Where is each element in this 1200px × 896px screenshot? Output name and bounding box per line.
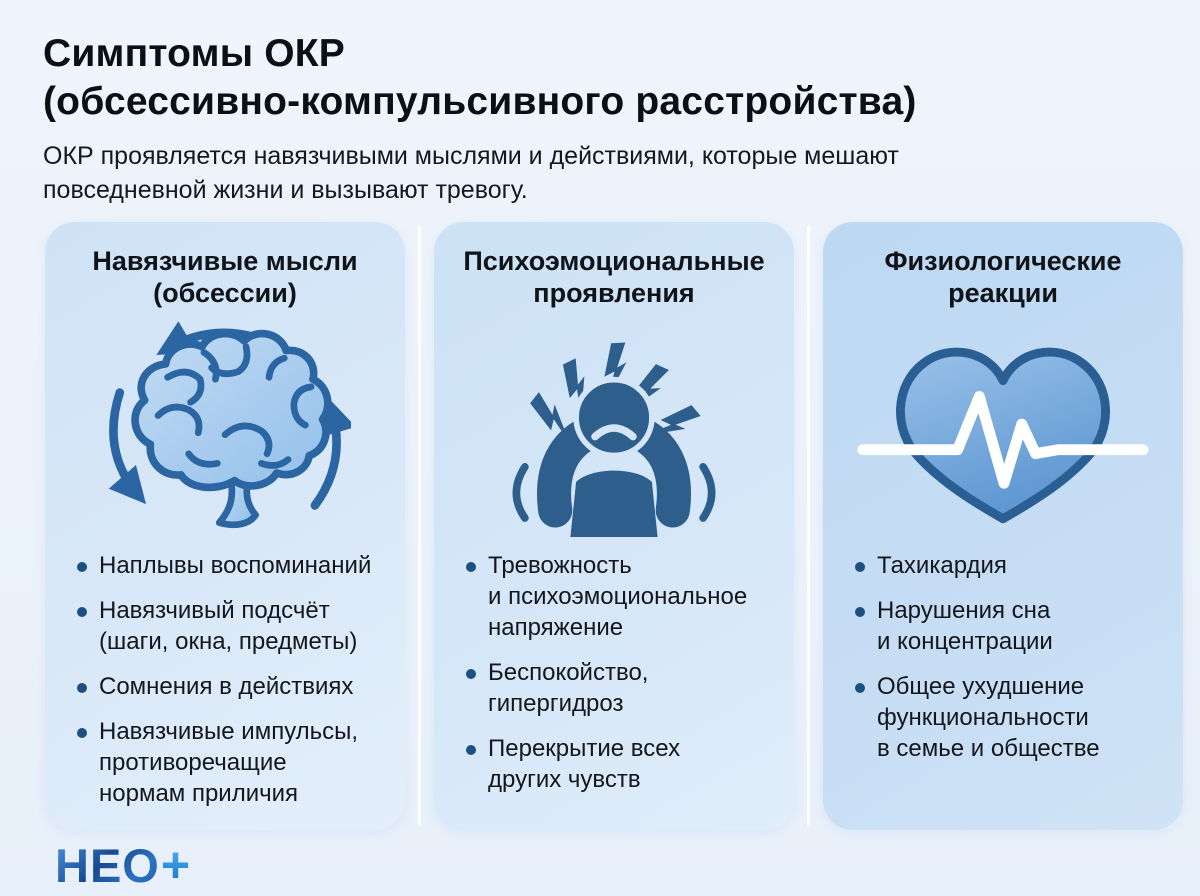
list-item: Тревожность и психоэмоциональное напряже… <box>466 551 774 644</box>
card-obsessive-thoughts: Навязчивые мысли (обсессии) <box>45 222 405 830</box>
card-title: Физиологические реакции <box>884 246 1122 308</box>
card-psychoemotional: Психоэмоциональные проявления <box>434 222 794 830</box>
page-title: Симптомы ОКР (обсессивно-компульсивного … <box>43 32 917 123</box>
brand-logo: НЕО+ <box>55 840 190 890</box>
list-item: Нарушения сна и концентрации <box>855 596 1163 658</box>
card-divider <box>418 226 421 826</box>
symptom-list: Тахикардия Нарушения сна и концентрации … <box>841 551 1165 765</box>
list-item: Наплывы воспоминаний <box>77 551 385 582</box>
cards-row: Навязчивые мысли (обсессии) <box>45 222 1183 830</box>
brand-logo-text: НЕО <box>55 839 160 892</box>
page-subtitle: ОКР проявляется навязчивыми мыслями и де… <box>43 142 899 204</box>
list-item: Перекрытие всех других чувств <box>466 734 774 796</box>
list-item: Навязчивые импульсы, противоречащие норм… <box>77 717 385 810</box>
list-item: Тахикардия <box>855 551 1163 582</box>
brain-cycle-icon <box>63 317 387 539</box>
list-item: Беспокойство, гипергидроз <box>466 658 774 720</box>
card-title: Психоэмоциональные проявления <box>463 246 765 308</box>
list-item: Навязчивый подсчёт (шаги, окна, предметы… <box>77 596 385 658</box>
stressed-person-icon <box>452 317 776 539</box>
card-divider <box>807 226 810 826</box>
list-item: Общее ухудшение функциональности в семье… <box>855 672 1163 765</box>
symptom-list: Наплывы воспоминаний Навязчивый подсчёт … <box>63 551 387 810</box>
heart-pulse-icon <box>841 317 1165 539</box>
symptom-list: Тревожность и психоэмоциональное напряже… <box>452 551 776 796</box>
card-title: Навязчивые мысли (обсессии) <box>92 246 358 308</box>
plus-icon: + <box>160 837 191 893</box>
list-item: Сомнения в действиях <box>77 672 385 703</box>
header: Симптомы ОКР (обсессивно-компульсивного … <box>0 0 1200 208</box>
card-physiological: Физиологические реакции Тахикардия Наруш… <box>823 222 1183 830</box>
